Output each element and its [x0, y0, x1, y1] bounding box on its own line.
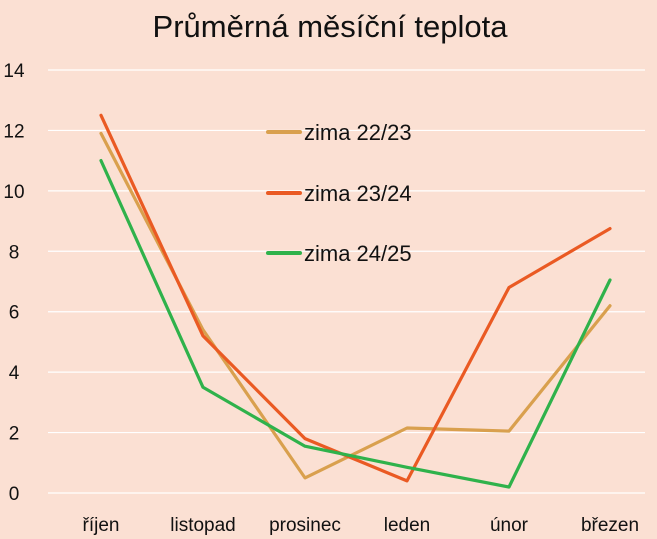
x-tick-label: listopad [170, 515, 236, 536]
x-tick-label: leden [384, 515, 431, 536]
y-tick-label: 8 [9, 242, 20, 263]
x-axis-ticks: říjen listopad prosinec leden únor březen [83, 515, 640, 536]
legend: zima 22/23 zima 23/24 zima 24/25 [266, 120, 412, 266]
y-tick-label: 14 [3, 61, 25, 82]
x-tick-label: říjen [83, 515, 120, 536]
series-lines [99, 113, 612, 489]
x-tick-label: březen [581, 515, 639, 536]
series-line-3 [99, 159, 612, 489]
y-tick-label: 12 [3, 121, 24, 142]
y-tick-label: 4 [9, 363, 20, 384]
y-tick-label: 0 [9, 484, 20, 505]
legend-label: zima 24/25 [304, 241, 412, 266]
y-axis-ticks: 0 2 4 6 8 10 12 14 [3, 61, 25, 505]
x-tick-label: únor [490, 515, 529, 536]
y-tick-label: 2 [9, 424, 20, 445]
gridlines [48, 69, 645, 494]
y-tick-label: 10 [3, 182, 24, 203]
chart-title: Průměrná měsíční teplota [153, 9, 509, 44]
series-line-2 [99, 113, 612, 483]
legend-label: zima 22/23 [304, 120, 412, 145]
legend-label: zima 23/24 [304, 181, 412, 206]
y-tick-label: 6 [9, 303, 20, 324]
x-tick-label: prosinec [269, 515, 341, 536]
